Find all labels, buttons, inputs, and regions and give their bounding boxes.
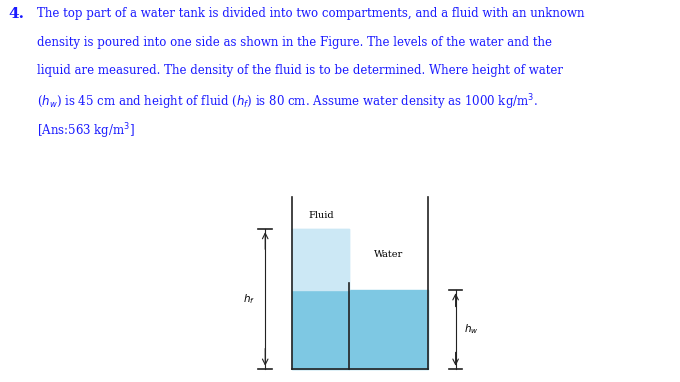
Text: ($h_w$) is 45 cm and height of fluid ($h_f$) is 80 cm. Assume water density as 1: ($h_w$) is 45 cm and height of fluid ($h… <box>37 92 539 112</box>
Text: $h_f$: $h_f$ <box>243 292 256 306</box>
Text: Water: Water <box>374 249 403 259</box>
Text: $h_w$: $h_w$ <box>464 322 479 337</box>
Text: liquid are measured. The density of the fluid is to be determined. Where height : liquid are measured. The density of the … <box>37 64 564 77</box>
Text: [Ans:563 kg/m$^3$]: [Ans:563 kg/m$^3$] <box>37 121 135 141</box>
Text: The top part of a water tank is divided into two compartments, and a fluid with : The top part of a water tank is divided … <box>37 7 585 20</box>
Text: Fluid: Fluid <box>308 211 334 220</box>
Text: density is poured into one side as shown in the Figure. The levels of the water : density is poured into one side as shown… <box>37 36 552 49</box>
Text: 4.: 4. <box>8 7 24 21</box>
